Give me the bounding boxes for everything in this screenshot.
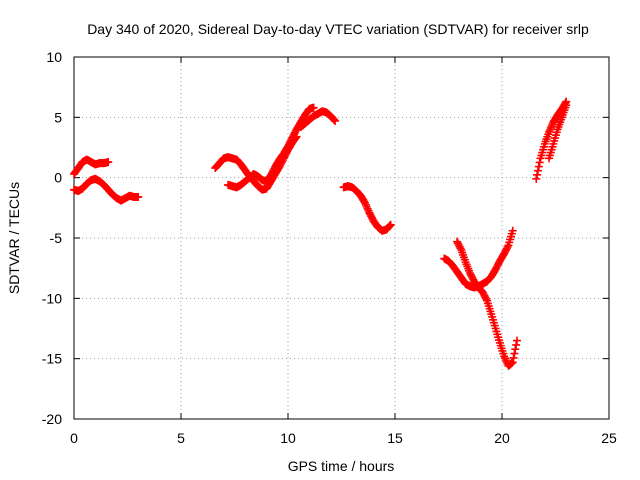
- data-markers: [70, 97, 571, 370]
- data-point-marker: [134, 192, 143, 201]
- data-point-marker: [456, 244, 465, 253]
- x-tick-label: 5: [177, 430, 185, 446]
- series-arc7: [440, 226, 517, 292]
- y-tick-label: -20: [42, 411, 62, 427]
- data-point-marker: [533, 170, 542, 179]
- x-axis-label: GPS time / hours: [288, 458, 395, 474]
- data-point-marker: [533, 166, 542, 175]
- data-point-marker: [532, 174, 541, 183]
- y-tick-label: -10: [42, 290, 62, 306]
- data-point-marker: [534, 162, 543, 171]
- chart-title: Day 340 of 2020, Sidereal Day-to-day VTE…: [87, 21, 589, 37]
- data-point-marker: [503, 242, 512, 251]
- y-tick-label: 10: [46, 49, 62, 65]
- x-tick-labels: 0 5 10 15 20 25: [70, 430, 617, 446]
- data-point-marker: [508, 358, 517, 367]
- x-tick-label: 10: [280, 430, 296, 446]
- series-arc8: [453, 237, 521, 370]
- series-arc5: [296, 107, 340, 131]
- data-point-marker: [512, 336, 521, 345]
- y-tick-label: 5: [54, 109, 62, 125]
- data-point-marker: [309, 103, 318, 112]
- series-arc4: [224, 103, 318, 192]
- axis-ticks: [73, 56, 610, 420]
- data-point-marker: [482, 295, 491, 304]
- data-point-marker: [331, 116, 340, 125]
- series-arc6: [339, 182, 395, 235]
- data-point-marker: [511, 345, 520, 354]
- data-point-marker: [509, 353, 518, 362]
- data-point-marker: [562, 101, 571, 110]
- x-tick-label: 25: [601, 430, 617, 446]
- series-arc1: [70, 155, 113, 179]
- y-axis-label: SDTVAR / TECUs: [6, 182, 22, 294]
- data-point-marker: [512, 340, 521, 349]
- data-point-marker: [510, 349, 519, 358]
- x-tick-label: 15: [387, 430, 403, 446]
- y-tick-label: 0: [54, 170, 62, 186]
- series-arc2: [70, 174, 143, 205]
- data-point-marker: [386, 220, 395, 229]
- series-arc10: [545, 101, 571, 163]
- y-tick-label: -15: [42, 351, 62, 367]
- data-point-marker: [330, 115, 339, 124]
- grid: [74, 57, 609, 419]
- y-tick-label: -5: [50, 230, 63, 246]
- data-point-marker: [508, 226, 517, 235]
- x-tick-label: 0: [70, 430, 78, 446]
- y-tick-labels: -20 -15 -10 -5 0 5 10: [42, 49, 62, 427]
- data-point-marker: [535, 158, 544, 167]
- data-point-marker: [385, 221, 394, 230]
- data-point-marker: [104, 157, 113, 166]
- x-tick-label: 20: [494, 430, 510, 446]
